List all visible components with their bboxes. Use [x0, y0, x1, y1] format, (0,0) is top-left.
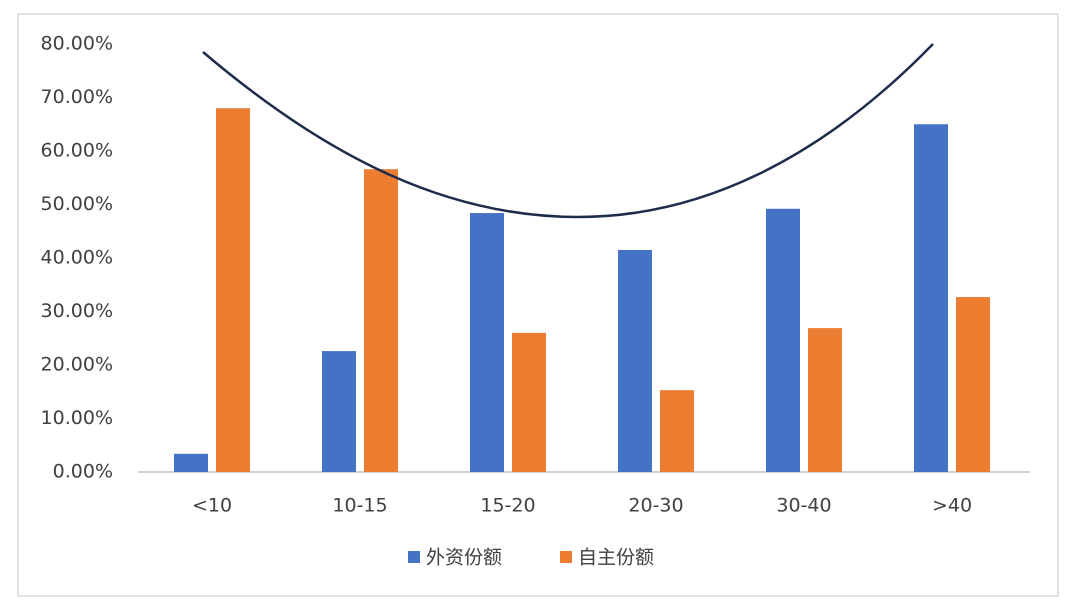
y-tick-label: 0.00% — [53, 461, 113, 483]
y-tick-label: 30.00% — [41, 300, 113, 322]
x-tick-label: 10-15 — [332, 495, 387, 517]
bar — [174, 453, 208, 472]
legend-label: 外资份额 — [426, 547, 502, 569]
y-tick-label: 60.00% — [41, 140, 113, 162]
trend-curve — [202, 43, 934, 219]
y-tick-label: 80.00% — [41, 33, 113, 55]
bar — [364, 169, 398, 472]
x-tick-label: 20-30 — [628, 495, 683, 517]
legend-swatch — [560, 551, 572, 563]
bar — [512, 332, 546, 472]
bar — [766, 208, 800, 472]
bar — [660, 390, 694, 472]
x-tick-label: 15-20 — [480, 495, 535, 517]
bar — [808, 328, 842, 472]
y-tick-label: 40.00% — [41, 247, 113, 269]
bar — [322, 351, 356, 472]
bar — [914, 124, 948, 472]
y-tick-label: 70.00% — [41, 86, 113, 108]
bar — [470, 213, 504, 472]
legend-swatch — [408, 551, 420, 563]
bar — [216, 108, 250, 472]
y-tick-label: 50.00% — [41, 193, 113, 215]
x-tick-label: >40 — [932, 495, 972, 517]
y-tick-label: 20.00% — [41, 354, 113, 376]
x-tick-label: 30-40 — [776, 495, 831, 517]
x-tick-label: <10 — [192, 495, 232, 517]
chart-border — [17, 13, 1059, 597]
legend-label: 自主份额 — [578, 547, 654, 569]
bar — [956, 297, 990, 472]
bar — [618, 249, 652, 472]
y-tick-label: 10.00% — [41, 407, 113, 429]
